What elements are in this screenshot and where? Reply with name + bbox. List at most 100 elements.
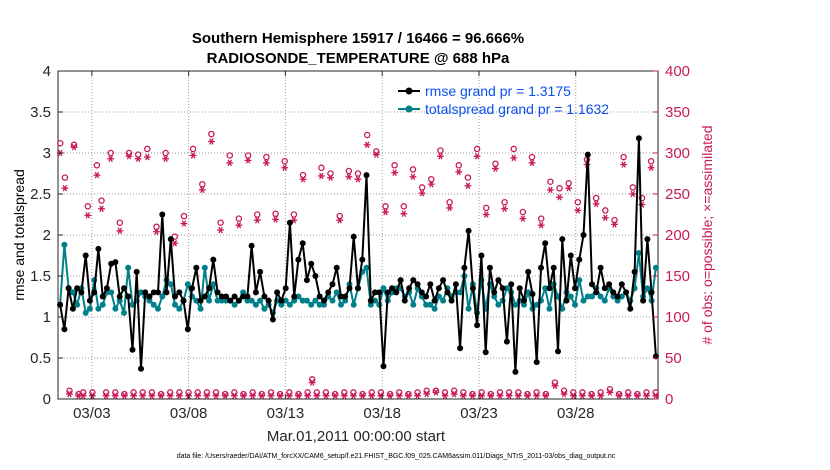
rmse-point <box>640 297 647 304</box>
obs-assimilated-point <box>382 208 389 216</box>
rmse-point <box>210 256 217 263</box>
asterisk-stroke <box>131 392 136 400</box>
obs-assimilated-point <box>111 392 119 400</box>
obs-assimilated-point <box>171 239 179 247</box>
rmse-point <box>401 297 408 304</box>
obs-assimilated-point <box>455 168 463 176</box>
obs-possible-point <box>350 389 357 396</box>
totalspread-point <box>329 297 336 304</box>
obs-possible-point <box>98 197 105 204</box>
obs-assimilated-point <box>217 226 224 234</box>
asterisk-stroke <box>465 182 471 190</box>
obs-possible-point <box>377 389 385 396</box>
asterisk-stroke <box>552 382 558 390</box>
obs-assimilated-point <box>611 221 618 228</box>
y-tick-label: 2 <box>43 227 51 244</box>
asterisk-stroke <box>580 392 585 400</box>
obs-possible-point <box>226 152 234 159</box>
asterisk-stroke <box>167 392 173 400</box>
y2-tick-label: 400 <box>665 63 690 80</box>
totalspread-point <box>342 297 349 304</box>
obs-possible-point <box>217 219 224 226</box>
totalspread-point <box>210 281 217 288</box>
obs-assimilated-point <box>153 228 160 236</box>
obs-possible-point <box>478 389 485 396</box>
totalspread-point <box>618 293 625 300</box>
totalspread-point <box>635 250 642 256</box>
rmse-point <box>367 297 374 304</box>
obs-assimilated-point <box>496 392 504 400</box>
obs-possible-point <box>61 174 69 181</box>
asterisk-stroke <box>502 205 507 213</box>
asterisk-stroke <box>314 392 320 400</box>
rmse-point <box>546 285 553 292</box>
obs-possible-point <box>515 389 522 396</box>
obs-possible-point <box>460 389 467 396</box>
totalspread-point <box>567 293 574 300</box>
obs-possible-point <box>482 204 490 212</box>
obs-assimilated-point <box>446 204 454 212</box>
asterisk-stroke <box>625 392 631 400</box>
rmse-point <box>78 289 85 296</box>
rmse-point <box>133 268 140 275</box>
asterisk-stroke <box>108 155 113 163</box>
obs-possible-point <box>551 379 559 386</box>
obs-assimilated-point <box>240 392 247 400</box>
totalspread-point <box>244 297 251 304</box>
rmse-point <box>499 285 506 292</box>
asterisk-stroke <box>419 189 425 197</box>
x-tick-label: 03/18 <box>363 405 401 422</box>
asterisk-stroke <box>603 214 608 222</box>
rmse-point <box>486 264 493 271</box>
totalspread-point <box>521 301 527 308</box>
obs-possible-point <box>620 153 627 161</box>
obs-possible-point <box>414 389 421 396</box>
rmse-point <box>563 297 570 304</box>
rmse-point <box>167 236 174 243</box>
obs-assimilated-point <box>519 215 527 222</box>
obs-possible-point <box>139 389 146 396</box>
obs-possible-point <box>203 389 211 396</box>
totalspread-point <box>572 301 578 308</box>
obs-possible-point <box>638 194 646 202</box>
totalspread-point <box>431 305 438 312</box>
totalspread-point <box>533 301 540 308</box>
rmse-point <box>410 277 417 284</box>
obs-assimilated-point <box>579 392 586 400</box>
rmse-point <box>491 289 498 296</box>
legend: rmse grand pr = 1.3175 totalspread grand… <box>398 83 609 117</box>
asterisk-stroke <box>378 392 384 400</box>
totalspread-point <box>146 297 153 304</box>
totalspread-point <box>644 285 651 292</box>
rmse-line <box>59 137 657 373</box>
rmse-point <box>618 281 625 288</box>
obs-assimilated-point <box>395 392 403 400</box>
rmse-point <box>223 293 230 300</box>
obs-assimilated-point <box>524 392 531 400</box>
rmse-point <box>542 240 549 247</box>
asterisk-stroke <box>635 392 640 400</box>
rmse-point <box>350 233 357 240</box>
obs-possible-point <box>510 145 517 153</box>
obs-possible-point <box>93 162 101 169</box>
obs-possible-point <box>395 389 403 396</box>
obs-assimilated-point <box>125 152 133 160</box>
asterisk-stroke <box>277 392 283 400</box>
obs-possible-point <box>574 198 582 206</box>
obs-assimilated-point <box>336 216 344 224</box>
totalspread-point <box>82 309 89 316</box>
obs-possible-point <box>318 164 325 172</box>
obs-possible-point <box>286 389 293 396</box>
asterisk-stroke <box>300 175 306 183</box>
totalspread-point <box>86 305 93 312</box>
rmse-point <box>74 285 81 292</box>
obs-assimilated-point <box>107 155 115 163</box>
x-tick-label: 03/13 <box>267 405 305 422</box>
obs-possible-point <box>66 387 73 395</box>
legend-rmse-label: rmse grand pr = 1.3175 <box>425 83 571 99</box>
asterisk-stroke <box>254 216 260 224</box>
rmse-point <box>308 260 315 267</box>
rmse-point <box>623 289 630 296</box>
obs-assimilated-point <box>93 171 101 179</box>
asterisk-stroke <box>360 392 365 400</box>
